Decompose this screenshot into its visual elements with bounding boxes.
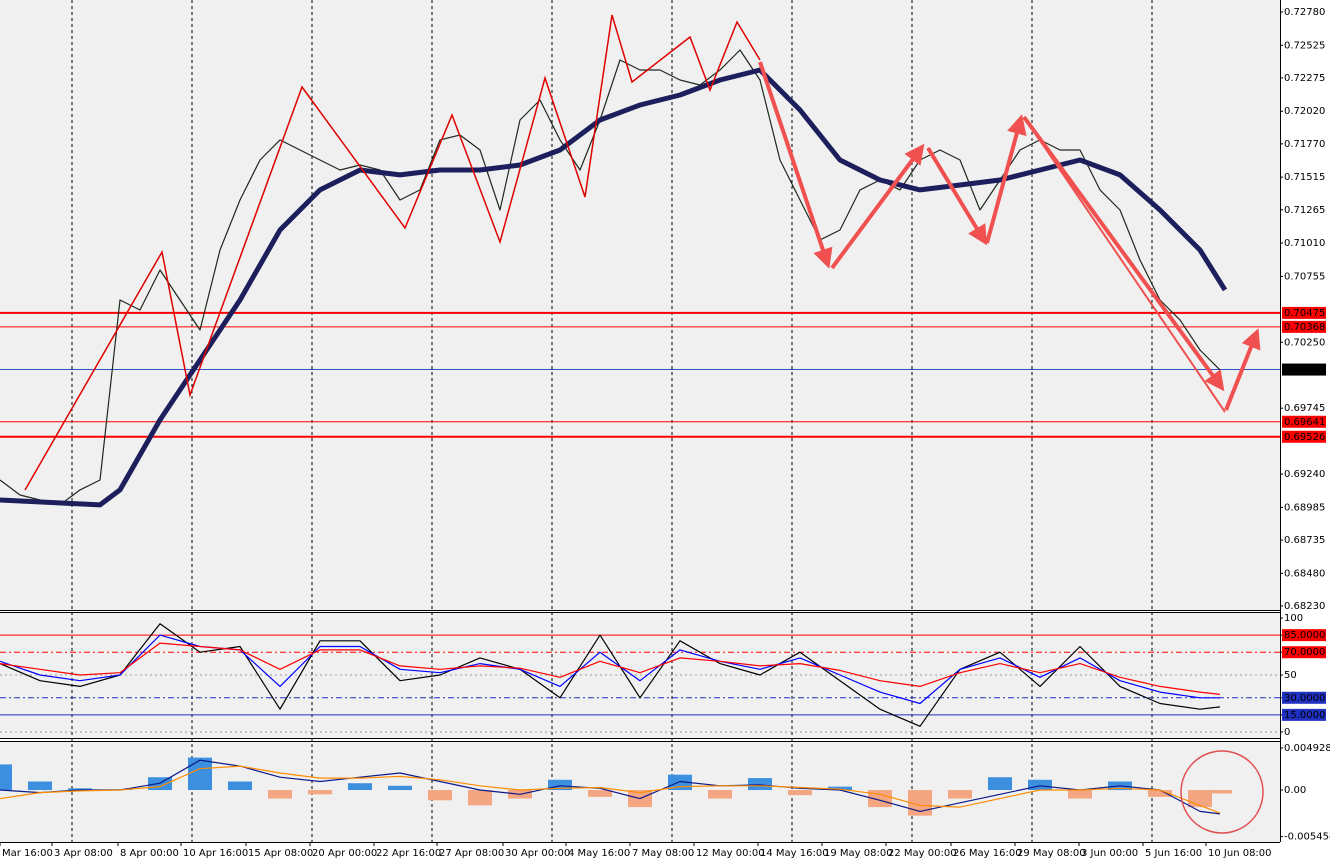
series-line	[0, 759, 1221, 815]
histogram-bar	[468, 790, 492, 806]
y-tick-box	[1282, 629, 1326, 642]
histogram-bar	[188, 757, 212, 791]
x-tick-label: 19 May 08:00	[824, 848, 893, 859]
histogram-bar	[788, 790, 812, 796]
y-tick-label: 0.00	[1284, 785, 1306, 796]
x-tick-label: 22 Apr 16:00	[376, 848, 441, 859]
y-tick-label: 70.0000	[1284, 647, 1325, 658]
x-tick-label: 10 Jun 08:00	[1208, 848, 1272, 859]
level-label: 0.70368	[1284, 322, 1325, 333]
x-tick-label: 15 Apr 08:00	[248, 848, 313, 859]
y-tick-label: 0.68480	[1284, 568, 1325, 579]
histogram-bar	[868, 790, 892, 808]
y-tick-label: 0.70755	[1284, 271, 1325, 282]
y-tick-label: 0.71010	[1284, 238, 1325, 249]
level-label: 0.69526	[1284, 432, 1325, 443]
y-tick-label: 0.69240	[1284, 469, 1325, 480]
histogram-bar	[548, 779, 572, 791]
x-tick-label: 30 Apr 00:00	[505, 848, 570, 859]
x-tick-label: 20 Apr 00:00	[312, 848, 377, 859]
y-tick-label: -0.005454	[1284, 832, 1330, 843]
y-tick-label: 0.68735	[1284, 535, 1325, 546]
histogram-bar	[948, 790, 972, 799]
y-tick-label: 85.0000	[1284, 630, 1325, 641]
x-tick-label: 22 May 00:00	[888, 848, 957, 859]
y-tick-label: 0.69745	[1284, 403, 1325, 414]
x-tick-label: 8 Apr 00:00	[120, 848, 179, 859]
y-tick-label: 0.72780	[1284, 7, 1325, 18]
histogram-bar	[1068, 790, 1092, 799]
histogram-bar	[588, 790, 612, 797]
series-line	[0, 642, 1221, 695]
x-tick-label: 4 May 16:00	[568, 848, 630, 859]
y-tick-label: 30.0000	[1284, 693, 1325, 704]
level-label: 0.70041	[1284, 365, 1325, 376]
histogram-bar	[1148, 790, 1172, 797]
histogram-bar	[988, 777, 1012, 791]
drawings	[24, 14, 1261, 491]
histogram-bar	[0, 764, 12, 791]
x-tick-label: 12 May 00:00	[696, 848, 765, 859]
x-tick-label: 14 May 16:00	[760, 848, 829, 859]
y-tick-label: 0.71265	[1284, 205, 1325, 216]
level-label-box	[1282, 320, 1326, 333]
highlight-circle	[1180, 750, 1264, 834]
series-line	[0, 765, 1221, 814]
y-tick-label: 100	[1284, 613, 1303, 624]
level-label-box	[1282, 415, 1326, 428]
histogram-bar	[1208, 790, 1232, 794]
histogram-bar	[708, 790, 732, 799]
x-tick-label: Mar 16:00	[2, 848, 53, 859]
x-tick-label: 3 Jun 00:00	[1081, 848, 1138, 859]
y-tick-label: 0.71515	[1284, 172, 1325, 183]
series-line	[0, 49, 1221, 506]
period-separators	[71, 0, 1153, 842]
y-tick-label: 0.72525	[1284, 40, 1325, 51]
y-tick-label: 0.72275	[1284, 73, 1325, 84]
histogram-bar	[228, 781, 252, 791]
arrow-line	[1023, 116, 1226, 413]
level-label-box	[1282, 430, 1326, 443]
x-tick-label: 3 Apr 08:00	[54, 848, 113, 859]
y-tick-label: 0.71770	[1284, 139, 1325, 150]
x-tick-label: 26 May 16:00	[953, 848, 1022, 859]
histogram-bar	[348, 783, 372, 791]
level-label: 0.69641	[1284, 417, 1325, 428]
level-label: 0.70475	[1284, 308, 1325, 319]
y-tick-label: 15.0000	[1284, 710, 1325, 721]
level-label-box	[1282, 363, 1326, 376]
zigzag	[24, 14, 761, 491]
level-label-box	[1282, 306, 1326, 319]
arrows	[758, 61, 1261, 411]
histogram-bar	[308, 790, 332, 795]
y-tick-label: 0.70250	[1284, 337, 1325, 348]
y-tick-label: 0.0049282	[1284, 743, 1330, 754]
y-tick-label: 0.68985	[1284, 502, 1325, 513]
x-tick-label: 29 May 08:00	[1017, 848, 1086, 859]
y-tick-box	[1282, 708, 1326, 721]
y-tick-label: 0	[1284, 727, 1290, 738]
histogram-bar	[388, 785, 412, 791]
histogram-bar	[68, 788, 92, 791]
series-line	[0, 67, 1228, 508]
x-tick-label: 10 Apr 16:00	[183, 848, 248, 859]
histogram-bar	[28, 781, 52, 791]
panel-borders	[0, 0, 1281, 843]
histogram-bar	[1028, 779, 1052, 791]
histogram-bar	[428, 790, 452, 801]
y-tick-label: 0.72020	[1284, 106, 1325, 117]
y-tick-box	[1282, 646, 1326, 659]
y-tick-box	[1282, 691, 1326, 704]
price-panel	[0, 0, 1280, 610]
x-tick-label: 27 Apr 08:00	[439, 848, 504, 859]
histogram-bar	[828, 786, 852, 791]
x-tick-label: 7 May 08:00	[632, 848, 694, 859]
y-tick-label: 50	[1284, 670, 1297, 681]
x-tick-label: 5 Jun 16:00	[1145, 848, 1202, 859]
histogram-bar	[748, 778, 772, 791]
histogram-bar	[268, 790, 292, 799]
y-tick-label: 0.68230	[1284, 601, 1325, 612]
